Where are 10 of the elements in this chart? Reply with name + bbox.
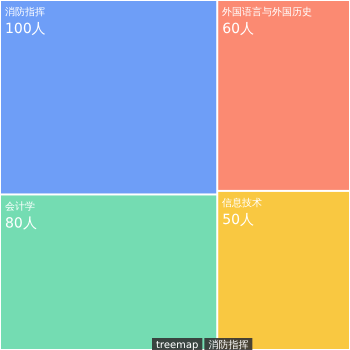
category-label: 外国语言与外国历史 bbox=[222, 6, 312, 18]
cell: 消防指挥 100人 bbox=[1, 1, 216, 194]
data-label: 60人 bbox=[222, 21, 254, 37]
cell: 外国语言与外国历史 60人 bbox=[218, 1, 349, 190]
data-label: 50人 bbox=[222, 212, 254, 228]
data-label: 100人 bbox=[5, 21, 46, 37]
category-label: 信息技术 bbox=[222, 196, 262, 209]
category-label: 会计学 bbox=[5, 200, 35, 212]
category-label: 消防指挥 bbox=[5, 6, 45, 18]
data-label: 80人 bbox=[5, 215, 37, 232]
